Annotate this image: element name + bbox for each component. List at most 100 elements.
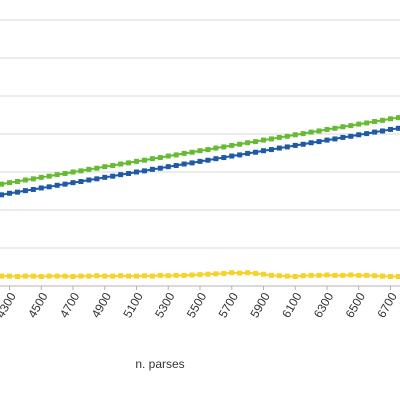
point xyxy=(94,273,100,279)
point xyxy=(141,157,147,163)
point xyxy=(126,171,132,177)
point xyxy=(30,273,36,279)
point xyxy=(38,174,44,180)
point xyxy=(94,176,100,182)
point xyxy=(387,116,393,122)
point xyxy=(237,152,243,158)
point xyxy=(70,274,76,279)
point xyxy=(308,272,314,278)
point xyxy=(316,139,322,145)
point xyxy=(22,273,28,279)
x-tick-label: 5500 xyxy=(184,290,210,320)
point xyxy=(316,128,322,134)
point xyxy=(173,272,179,278)
point xyxy=(229,142,235,148)
point xyxy=(165,153,171,159)
point xyxy=(260,137,266,143)
x-tick-label: 4900 xyxy=(89,290,115,320)
point xyxy=(54,172,60,178)
point xyxy=(276,145,282,151)
point xyxy=(364,131,370,137)
x-tick-label: 4300 xyxy=(0,290,19,320)
point xyxy=(229,153,235,159)
point xyxy=(260,148,266,154)
point xyxy=(197,158,203,164)
point xyxy=(0,273,5,279)
point xyxy=(213,271,219,277)
point xyxy=(0,192,5,198)
point xyxy=(229,270,235,276)
x-tick-label: 5700 xyxy=(216,290,242,320)
x-tick-label: 5100 xyxy=(120,290,146,320)
point xyxy=(134,158,140,164)
point xyxy=(189,160,195,166)
x-axis-label: n. parses xyxy=(135,357,184,371)
point xyxy=(7,273,13,279)
point xyxy=(181,272,187,278)
point xyxy=(268,136,274,142)
point xyxy=(189,149,195,155)
point xyxy=(173,163,179,169)
point xyxy=(38,185,44,191)
point xyxy=(54,182,60,188)
point xyxy=(356,272,362,278)
point xyxy=(276,273,282,279)
point xyxy=(197,272,203,278)
point xyxy=(62,171,68,177)
point xyxy=(300,141,306,147)
point xyxy=(308,140,314,146)
point xyxy=(245,150,251,156)
point xyxy=(340,124,346,130)
point xyxy=(356,121,362,127)
point xyxy=(165,164,171,170)
point xyxy=(237,141,243,147)
point xyxy=(387,274,393,279)
point xyxy=(348,133,354,139)
point xyxy=(62,181,68,187)
point xyxy=(118,172,124,178)
point xyxy=(110,273,116,279)
point xyxy=(197,148,203,154)
point xyxy=(324,272,330,278)
point xyxy=(221,155,227,161)
point xyxy=(205,147,211,153)
x-tick-label: 4500 xyxy=(25,290,51,320)
point xyxy=(332,136,338,142)
point xyxy=(14,189,20,195)
point xyxy=(205,271,211,277)
point xyxy=(245,140,251,146)
point xyxy=(300,131,306,137)
point xyxy=(253,139,259,145)
x-tick-label: 6700 xyxy=(374,290,400,320)
point xyxy=(253,270,259,276)
point xyxy=(30,176,36,182)
point xyxy=(284,133,290,139)
point xyxy=(268,272,274,278)
point xyxy=(102,273,108,279)
point xyxy=(205,157,211,163)
point xyxy=(118,161,124,167)
point xyxy=(189,272,195,278)
point xyxy=(149,156,155,162)
point xyxy=(149,166,155,172)
point xyxy=(157,272,163,278)
point xyxy=(372,118,378,124)
point xyxy=(348,272,354,278)
point xyxy=(86,177,92,183)
x-tick-label: 4700 xyxy=(57,290,83,320)
point xyxy=(14,179,20,184)
point xyxy=(110,163,116,169)
point xyxy=(165,273,171,279)
point xyxy=(395,274,400,279)
point xyxy=(181,161,187,167)
point xyxy=(126,273,132,279)
point xyxy=(102,164,108,170)
point xyxy=(86,273,92,279)
point xyxy=(340,272,346,278)
point xyxy=(22,177,28,183)
point xyxy=(372,273,378,279)
point xyxy=(284,144,290,150)
point xyxy=(173,152,179,158)
x-tick-label: 6100 xyxy=(279,290,305,320)
